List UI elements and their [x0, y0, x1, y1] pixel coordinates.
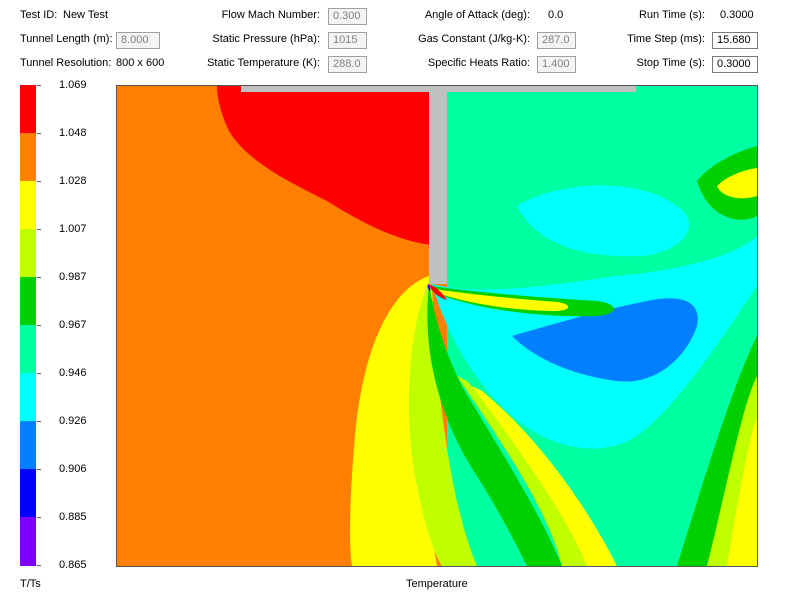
legend-tick: [37, 181, 41, 182]
legend-swatch: [20, 325, 36, 373]
legend-tick-label: 1.069: [59, 79, 87, 91]
legend-swatch: [20, 421, 36, 469]
time-step-input[interactable]: [712, 32, 758, 49]
specific-heats-input[interactable]: [537, 56, 576, 73]
angle-of-attack-value: 0.0: [548, 9, 564, 21]
contour-blue-pocket: [512, 298, 698, 382]
tunnel-length-input[interactable]: [116, 32, 160, 49]
flow-mach-input[interactable]: [328, 8, 367, 25]
angle-of-attack-label: Angle of Attack (deg):: [424, 9, 530, 21]
legend-tick-label: 1.007: [59, 223, 87, 235]
plot-title: Temperature: [406, 578, 468, 590]
contour-yellow-plume: [472, 386, 617, 566]
static-pressure-input[interactable]: [328, 32, 367, 49]
static-pressure-label: Static Pressure (hPa):: [212, 33, 320, 45]
legend-tick-label: 0.906: [59, 463, 87, 475]
legend-unit-label: T/Ts: [20, 578, 41, 590]
legend-tick-label: 0.967: [59, 319, 87, 331]
tunnel-resolution-label: Tunnel Resolution:: [20, 57, 112, 69]
contour-tip-blue: [427, 284, 431, 292]
legend-swatch: [20, 229, 36, 277]
tunnel-top-plate: [241, 86, 636, 92]
contour-red-region: [217, 86, 447, 246]
specific-heats-label: Specific Heats Ratio:: [427, 57, 530, 69]
legend-swatch: [20, 277, 36, 325]
stop-time-input[interactable]: [712, 56, 758, 73]
gas-constant-label: Gas Constant (J/kg-K):: [418, 33, 530, 45]
vertical-plate: [429, 92, 447, 284]
legend-tick: [37, 565, 41, 566]
run-time-label: Run Time (s):: [638, 9, 705, 21]
legend-tick: [37, 277, 41, 278]
tunnel-resolution-value: 800 x 600: [116, 57, 165, 69]
color-legend: [20, 85, 36, 566]
legend-tick-label: 1.048: [59, 127, 87, 139]
contour-cyan-blob: [517, 185, 690, 257]
legend-tick: [37, 133, 41, 134]
legend-tick: [37, 85, 41, 86]
time-step-label: Time Step (ms):: [627, 33, 705, 45]
legend-tick-label: 0.926: [59, 415, 87, 427]
legend-tick: [37, 421, 41, 422]
contour-yellow-edge-right: [727, 416, 757, 566]
temperature-plot[interactable]: [116, 85, 758, 567]
legend-tick: [37, 229, 41, 230]
legend-swatch: [20, 469, 36, 517]
legend-swatch: [20, 181, 36, 229]
legend-tick: [37, 517, 41, 518]
run-time-value: 0.3000: [720, 9, 754, 21]
contour-green-plume: [427, 286, 562, 566]
legend-swatch: [20, 373, 36, 421]
legend-swatch: [20, 85, 36, 133]
legend-tick: [37, 373, 41, 374]
legend-swatch: [20, 517, 36, 566]
legend-tick-label: 1.028: [59, 175, 87, 187]
contour-lime-lobe-left: [408, 281, 477, 566]
temperature-contour-field: [117, 86, 757, 566]
legend-swatch: [20, 133, 36, 181]
gas-constant-input[interactable]: [537, 32, 576, 49]
legend-tick-label: 0.865: [59, 559, 87, 571]
test-id-value: New Test: [63, 9, 109, 21]
stop-time-label: Stop Time (s):: [636, 57, 705, 69]
contour-tip-hotspot: [428, 284, 447, 300]
legend-tick: [37, 469, 41, 470]
legend-tick-label: 0.946: [59, 367, 87, 379]
contour-shear-streak-yellow: [435, 289, 569, 311]
legend-tick-label: 0.987: [59, 271, 87, 283]
legend-tick-label: 0.885: [59, 511, 87, 523]
flow-mach-label: Flow Mach Number:: [221, 9, 320, 21]
legend-tick: [37, 325, 41, 326]
static-temperature-label: Static Temperature (K):: [207, 57, 320, 69]
tunnel-length-label: Tunnel Length (m):: [20, 33, 113, 45]
test-id-label: Test ID:: [20, 9, 58, 21]
contour-lime-plume: [457, 376, 587, 566]
static-temperature-input[interactable]: [328, 56, 367, 73]
contour-yellow-patch-right: [717, 168, 757, 199]
